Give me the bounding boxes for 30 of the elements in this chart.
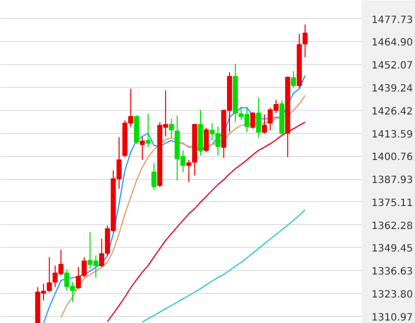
- y-tick-label: 1310.97: [372, 312, 413, 323]
- candlestick: [168, 118, 174, 138]
- candlestick: [250, 112, 256, 130]
- candlestick: [262, 114, 267, 134]
- candlestick: [82, 256, 87, 278]
- y-tick-label: 1362.28: [372, 220, 413, 232]
- candlestick: [151, 162, 157, 190]
- y-tick-label: 1439.24: [372, 84, 413, 95]
- y-tick-label: 1349.45: [372, 244, 413, 255]
- y-tick-label: 1477.73: [372, 14, 413, 26]
- y-tick-label: 1426.42: [372, 106, 413, 118]
- line-series: [60, 94, 306, 318]
- line-series: [42, 74, 306, 323]
- y-tick-label: 1413.59: [372, 129, 413, 140]
- candlestick: [204, 127, 209, 153]
- line-series: [106, 122, 306, 322]
- y-tick-label: 1387.93: [372, 175, 413, 186]
- y-tick-label: 1375.11: [372, 198, 413, 209]
- candlestick: [186, 159, 192, 183]
- candlestick: [76, 266, 81, 290]
- y-tick-label: 1452.07: [372, 60, 413, 72]
- y-tick-label: 1400.76: [372, 152, 413, 164]
- candlestick: [140, 136, 145, 160]
- y-tick-label: 1464.90: [372, 38, 413, 49]
- y-tick-label: 1323.80: [372, 290, 413, 301]
- candlestick: [290, 70, 296, 88]
- candlestick: [146, 113, 151, 148]
- y-tick-label: 1336.63: [372, 266, 413, 278]
- candlestick: [256, 97, 262, 138]
- line-series: [142, 209, 306, 323]
